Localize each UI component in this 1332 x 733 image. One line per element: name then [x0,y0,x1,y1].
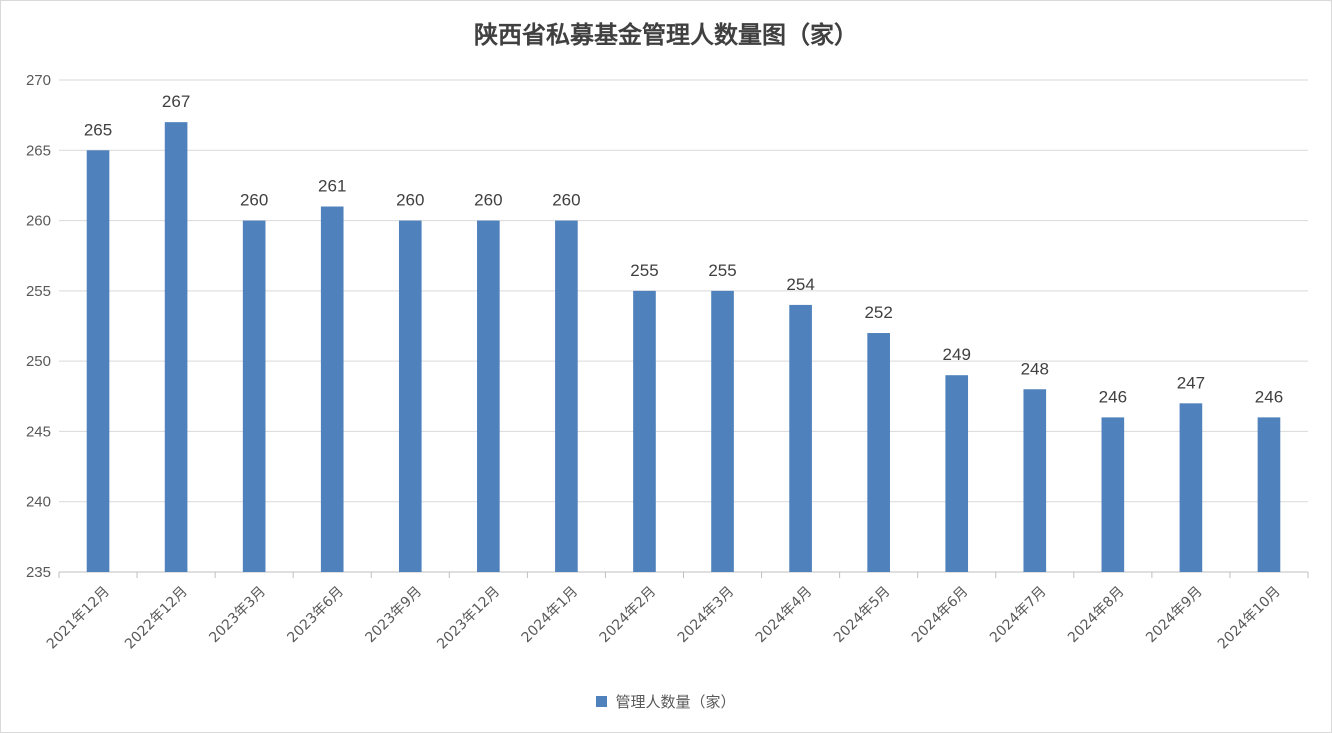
x-category-label: 2023年9月 [362,584,425,647]
y-tick-label: 250 [26,353,51,370]
data-label: 249 [943,345,971,364]
bar [164,122,188,573]
y-tick-label: 255 [26,283,51,300]
x-category-label: 2024年2月 [597,584,660,647]
y-tick-label: 245 [26,423,51,440]
data-label: 260 [240,191,268,210]
x-category-label: 2021年12月 [44,584,113,653]
x-category-label: 2024年7月 [987,584,1050,647]
y-tick-label: 270 [26,72,51,89]
x-category-label: 2024年10月 [1215,584,1284,653]
data-label: 246 [1255,387,1283,406]
bar [398,220,422,573]
data-label: 248 [1021,359,1049,378]
data-label: 260 [474,191,502,210]
bar [320,206,344,572]
data-label: 260 [396,191,424,210]
x-category-label: 2024年3月 [675,584,738,647]
bar [242,220,266,573]
y-tick-label: 265 [26,142,51,159]
bar [555,220,578,573]
y-tick-label: 235 [26,564,51,581]
bar [711,290,734,572]
x-category-label: 2024年9月 [1143,584,1206,647]
bar [633,290,656,572]
x-category-label: 2023年12月 [434,584,503,653]
bar [945,375,969,572]
bar [1023,389,1047,572]
legend-swatch [596,696,608,707]
data-label: 255 [708,261,736,280]
data-label: 252 [864,303,892,322]
legend: 管理人数量（家） [1,691,1331,712]
data-label: 246 [1099,387,1127,406]
bar [867,333,890,572]
y-tick-label: 240 [26,494,51,511]
x-category-label: 2023年6月 [284,584,347,647]
data-label: 255 [630,261,658,280]
data-label: 254 [786,275,814,294]
y-tick-label: 260 [26,213,51,230]
x-category-label: 2024年8月 [1065,584,1128,647]
x-category-label: 2022年12月 [122,584,191,653]
bar [1257,417,1281,572]
x-category-label: 2024年1月 [519,584,582,647]
data-label: 265 [84,120,112,139]
data-label: 260 [552,191,580,210]
x-category-label: 2024年5月 [831,584,894,647]
x-category-label: 2023年3月 [206,584,269,647]
bar [789,304,812,572]
bar [1179,403,1203,572]
legend-label: 管理人数量（家） [615,693,736,711]
x-category-label: 2024年4月 [753,584,816,647]
data-label: 267 [162,92,190,111]
data-label: 261 [318,177,346,196]
x-category-label: 2024年6月 [909,584,972,647]
bar [1101,417,1125,572]
data-label: 247 [1177,373,1205,392]
bar [477,220,500,573]
chart-title: 陕西省私募基金管理人数量图（家） [474,20,858,49]
bar [86,150,110,573]
